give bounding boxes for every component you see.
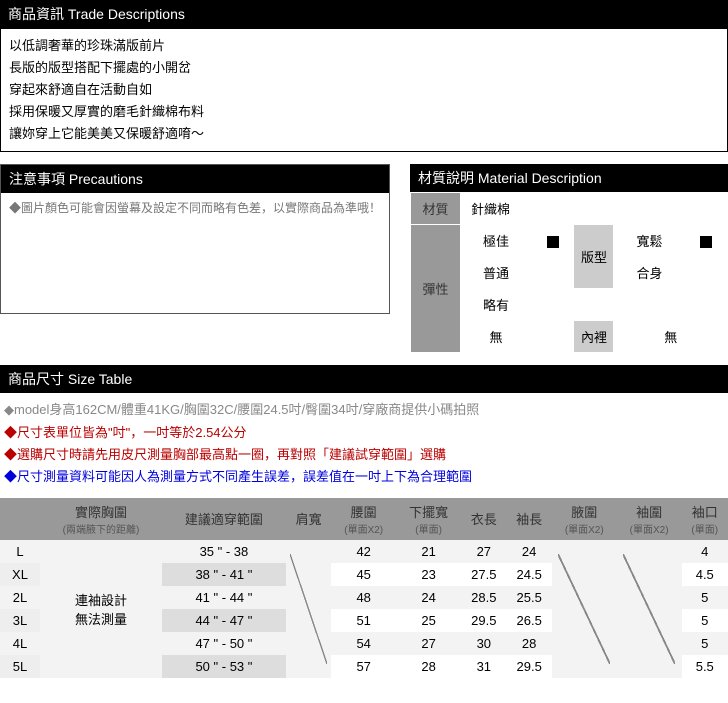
col: 腋圍(單面X2)	[552, 498, 617, 540]
cell: 28	[396, 655, 461, 678]
col: 肩寬	[286, 498, 331, 540]
range-cell: 35 " - 38	[162, 540, 286, 563]
size-table-header: 實際胸圍(兩端腋下的距離) 建議適穿範圍 肩寬 腰圍(單面X2) 下擺寬(單面)…	[0, 498, 728, 540]
size-cell: 4L	[0, 632, 40, 655]
note: ◆model身高162CM/體重41KG/胸圍32C/腰圍24.5吋/臀圍34吋…	[4, 399, 724, 421]
fit-opt: 合身	[614, 257, 685, 289]
elasticity-opt: 極佳	[461, 225, 532, 257]
elasticity-opt: 略有	[461, 289, 532, 321]
cell: 27	[461, 540, 506, 563]
range-cell: 50 " - 53 "	[162, 655, 286, 678]
cell: 25	[396, 609, 461, 632]
cell: 28	[506, 632, 551, 655]
cell: 31	[461, 655, 506, 678]
cell: 30	[461, 632, 506, 655]
cell: 42	[331, 540, 396, 563]
col: 腰圍(單面X2)	[331, 498, 396, 540]
fit-sel	[685, 225, 728, 257]
material-value: 針織棉	[461, 193, 728, 225]
size-table: 實際胸圍(兩端腋下的距離) 建議適穿範圍 肩寬 腰圍(單面X2) 下擺寬(單面)…	[0, 498, 728, 678]
size-notes: ◆model身高162CM/體重41KG/胸圍32C/腰圍24.5吋/臀圍34吋…	[0, 393, 728, 493]
cell: 48	[331, 586, 396, 609]
cell: 45	[331, 563, 396, 586]
material-label: 材質	[411, 193, 461, 225]
cell: 24.5	[506, 563, 551, 586]
note: ◆選購尺寸時請先用皮尺測量胸部最高點一圈，再對照「建議試穿範圍」選購	[4, 444, 724, 466]
lining-label: 內裡	[574, 321, 614, 353]
cell: 57	[331, 655, 396, 678]
elasticity-sel	[531, 225, 574, 257]
col	[0, 498, 40, 540]
col: 袖長	[506, 498, 551, 540]
cell: 29.5	[506, 655, 551, 678]
precautions-box: 注意事項 Precautions ◆圖片顏色可能會因螢幕及設定不同而略有色差，以…	[0, 164, 390, 314]
material-table: 材質 針織棉 彈性 極佳 版型 寬鬆 普通 合身 略有	[410, 192, 728, 353]
selected-icon	[700, 236, 712, 248]
size-cell: 5L	[0, 655, 40, 678]
cell: 25.5	[506, 586, 551, 609]
cell: 5	[682, 609, 728, 632]
size-cell: 3L	[0, 609, 40, 632]
no-measure: 連袖設計 無法測量	[40, 540, 162, 678]
cell: 26.5	[506, 609, 551, 632]
range-cell: 38 " - 41 "	[162, 563, 286, 586]
range-cell: 44 " - 47 "	[162, 609, 286, 632]
trade-header: 商品資訊 Trade Descriptions	[0, 0, 728, 28]
cell: 23	[396, 563, 461, 586]
elasticity-opt: 無	[461, 321, 532, 353]
cell: 4	[682, 540, 728, 563]
cell: 51	[331, 609, 396, 632]
cell: 21	[396, 540, 461, 563]
fit-label: 版型	[574, 225, 614, 289]
cell: 24	[506, 540, 551, 563]
note: ◆尺寸測量資料可能因人為測量方式不同產生誤差，誤差值在一吋上下為合理範圍	[4, 466, 724, 488]
slash-cell	[286, 540, 331, 678]
cell: 28.5	[461, 586, 506, 609]
trade-line: 讓妳穿上它能美美又保暖舒適唷～	[9, 123, 719, 145]
col: 下擺寬(單面)	[396, 498, 461, 540]
size-cell: 2L	[0, 586, 40, 609]
cell: 5	[682, 586, 728, 609]
col: 袖圍(單面X2)	[617, 498, 682, 540]
range-cell: 47 " - 50 "	[162, 632, 286, 655]
cell: 5.5	[682, 655, 728, 678]
cell: 5	[682, 632, 728, 655]
col: 建議適穿範圍	[162, 498, 286, 540]
cell: 27	[396, 632, 461, 655]
table-row: L連袖設計 無法測量35 " - 38422127244	[0, 540, 728, 563]
col: 衣長	[461, 498, 506, 540]
size-cell: XL	[0, 563, 40, 586]
selected-icon	[547, 236, 559, 248]
material-header: 材質說明 Material Description	[410, 164, 728, 192]
precautions-text: ◆圖片顏色可能會因螢幕及設定不同而略有色差，以實際商品為準哦！	[1, 193, 389, 223]
trade-line: 長版的版型搭配下擺處的小開岔	[9, 57, 719, 79]
size-header: 商品尺寸 Size Table	[0, 365, 728, 393]
trade-line: 以低調奢華的珍珠滿版前片	[9, 35, 719, 57]
elasticity-label: 彈性	[411, 225, 461, 353]
cell: 54	[331, 632, 396, 655]
fit-opt: 寬鬆	[614, 225, 685, 257]
elasticity-opt: 普通	[461, 257, 532, 289]
lining-value: 無	[614, 321, 728, 353]
cell: 4.5	[682, 563, 728, 586]
note: ◆尺寸表單位皆為"吋"，一吋等於2.54公分	[4, 422, 724, 444]
precautions-header: 注意事項 Precautions	[1, 165, 389, 193]
cell: 27.5	[461, 563, 506, 586]
range-cell: 41 " - 44 "	[162, 586, 286, 609]
trade-description: 以低調奢華的珍珠滿版前片 長版的版型搭配下擺處的小開岔 穿起來舒適自在活動自如 …	[0, 28, 728, 152]
trade-line: 穿起來舒適自在活動自如	[9, 79, 719, 101]
slash-cell	[617, 540, 682, 678]
cell: 29.5	[461, 609, 506, 632]
size-cell: L	[0, 540, 40, 563]
cell: 24	[396, 586, 461, 609]
col: 實際胸圍(兩端腋下的距離)	[40, 498, 162, 540]
trade-line: 採用保暖又厚實的磨毛針織棉布料	[9, 101, 719, 123]
col: 袖口(單面)	[682, 498, 728, 540]
slash-cell	[552, 540, 617, 678]
